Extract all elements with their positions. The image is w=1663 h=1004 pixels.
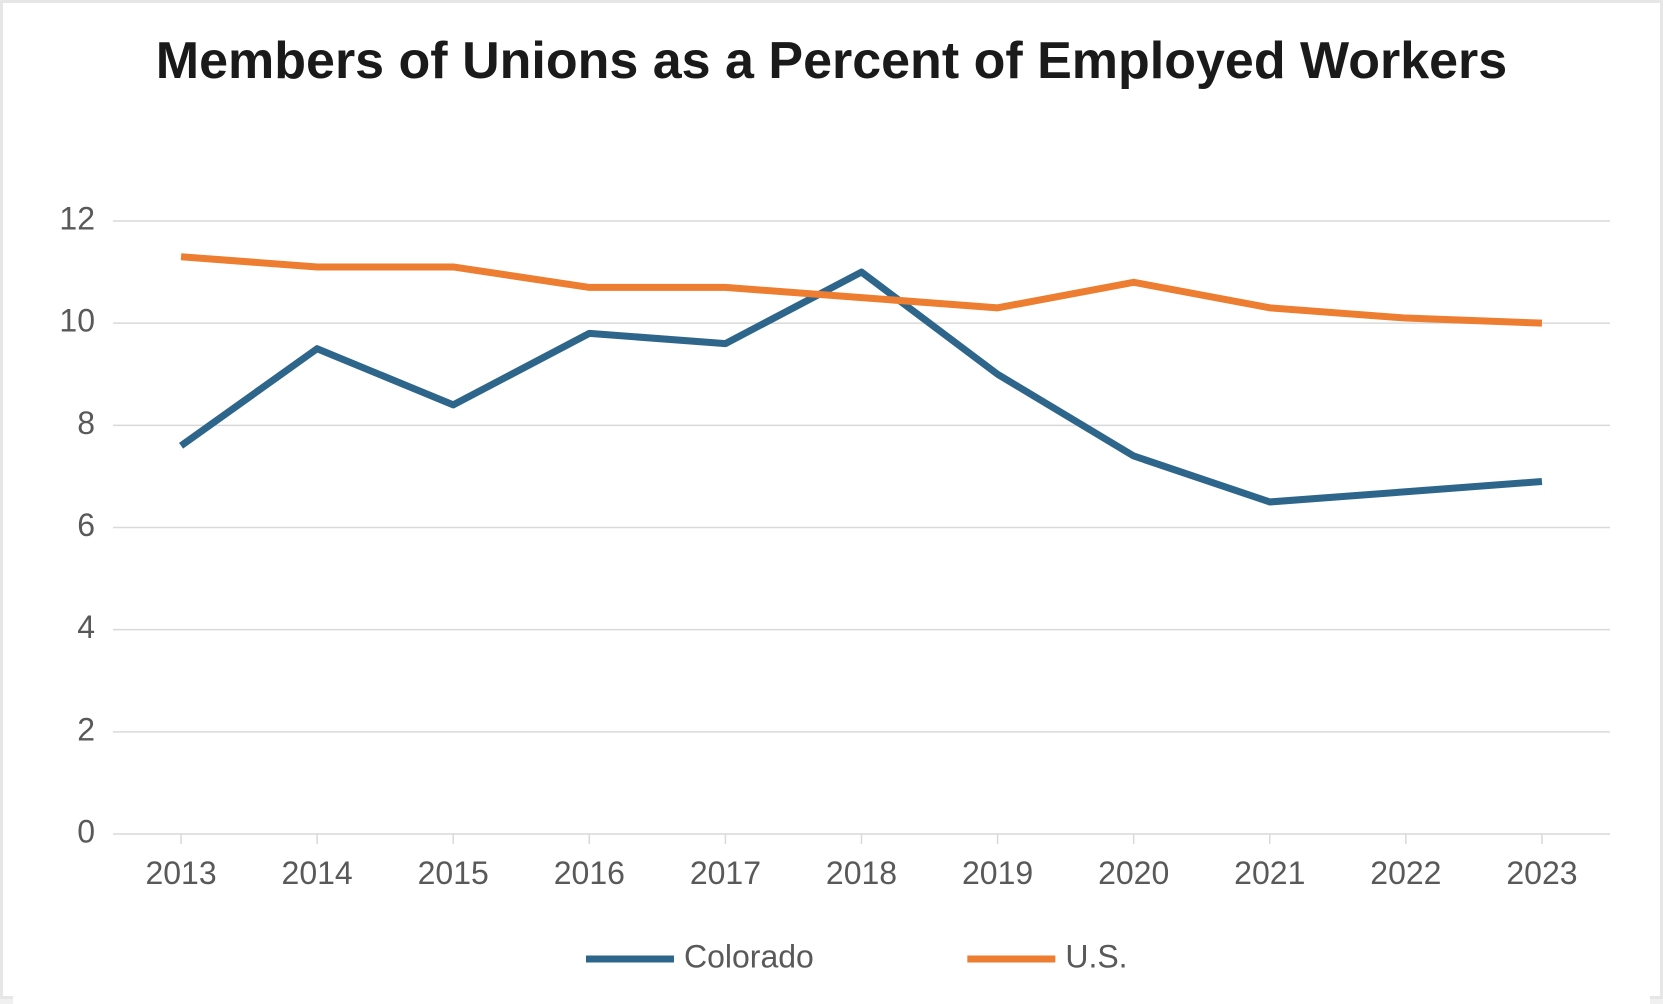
gridlines [113,221,1610,834]
legend-label: U.S. [1065,938,1127,974]
y-tick-label: 2 [77,711,95,747]
x-tick-label: 2021 [1234,855,1305,891]
series-line-u-s- [181,257,1542,323]
x-tick-label: 2013 [145,855,216,891]
x-tick-label: 2018 [826,855,897,891]
x-axis: 2013 2014 2015 2016 2017 2018 2019 2020 2021 2022… [145,834,1577,891]
x-tick-label: 2015 [418,855,489,891]
line-chart: 0 2 4 6 8 10 12 2013 2014 2015 2016 2017 2018 2019 202… [13,31,1650,1004]
x-tick-label: 2020 [1098,855,1169,891]
y-tick-label: 10 [59,303,95,339]
y-tick-label: 8 [77,405,95,441]
chart-inner: Members of Unions as a Percent of Employ… [13,31,1650,1004]
y-tick-label: 4 [77,609,95,645]
x-tick-label: 2022 [1370,855,1441,891]
y-tick-label: 12 [59,200,95,236]
x-tick-label: 2023 [1506,855,1577,891]
series-group [181,257,1542,502]
chart-container: Members of Unions as a Percent of Employ… [0,0,1663,999]
x-tick-label: 2017 [690,855,761,891]
x-tick-label: 2016 [554,855,625,891]
y-tick-label: 6 [77,507,95,543]
legend: Colorado U.S. [586,938,1128,974]
x-tick-label: 2019 [962,855,1033,891]
y-tick-label: 0 [77,813,95,849]
legend-label: Colorado [684,938,814,974]
x-tick-label: 2014 [282,855,353,891]
series-line-colorado [181,272,1542,502]
